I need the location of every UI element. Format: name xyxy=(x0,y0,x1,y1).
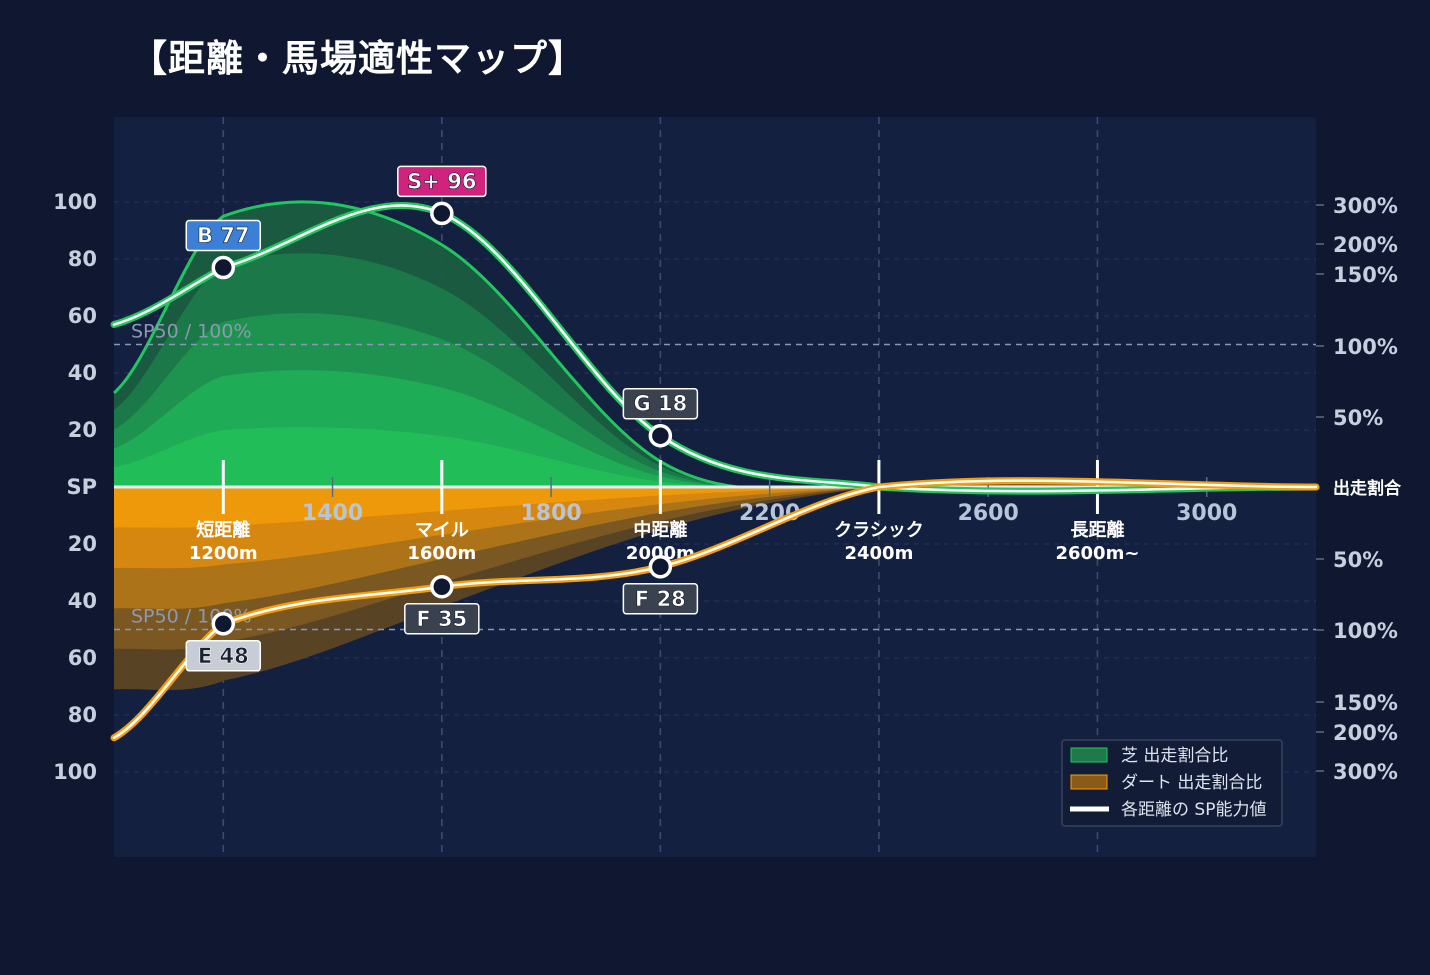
legend-label: ダート 出走割合比 xyxy=(1121,773,1262,793)
category-name: 短距離 xyxy=(196,519,250,541)
right-tick-label: 50% xyxy=(1333,406,1383,430)
dirt-ratio-band xyxy=(114,486,1316,528)
grade-badge xyxy=(397,165,487,198)
y-tick-label: 40 xyxy=(68,361,97,385)
reference-lines: SP50 / 100%SP50 / 100% xyxy=(114,321,1316,631)
sp-point-marker xyxy=(648,555,673,579)
category-range: 2600m~ xyxy=(1055,543,1139,564)
right-axis-label: 出走割合 xyxy=(1333,478,1402,499)
turf-area-group xyxy=(113,200,1317,491)
category-range: 1200m xyxy=(189,543,258,564)
y-axis-right: 300% 200% 150% 100% 50% 50% 100% 150% 200% 300% 出走… xyxy=(1316,194,1402,784)
dirt-sp-point: F 35 xyxy=(404,575,480,635)
right-tick-label: 300% xyxy=(1333,194,1398,218)
grade-badge-label: F 28 xyxy=(635,587,686,611)
grade-badge xyxy=(622,387,699,420)
grade-badge-label: B 77 xyxy=(197,224,250,248)
category-name: マイル xyxy=(415,520,469,541)
right-tick-label: 100% xyxy=(1333,619,1398,643)
y-tick-label: 80 xyxy=(68,703,97,727)
sp-point-marker xyxy=(430,575,454,599)
right-tick-label: 100% xyxy=(1333,335,1398,359)
y-tick-label: SP xyxy=(66,475,97,499)
y-tick-label: 100 xyxy=(53,760,97,784)
grade-badge-label: S+ 96 xyxy=(407,169,476,193)
legend-label: 各距離の SP能力値 xyxy=(1121,800,1266,820)
grade-badge xyxy=(622,583,699,615)
right-tick-label: 150% xyxy=(1333,691,1398,715)
sp-point-marker xyxy=(648,423,673,448)
sp-point-marker xyxy=(211,612,236,636)
chart-title: 【距離・馬場適性マップ】 xyxy=(130,37,586,80)
y-tick-label: 60 xyxy=(68,304,97,328)
x-tick-label: 3000 xyxy=(1176,501,1237,526)
turf-ratio-band xyxy=(114,427,1316,488)
y-tick-label: 60 xyxy=(68,646,97,670)
grade-badge-label: E 48 xyxy=(198,644,249,668)
legend-swatch xyxy=(1070,774,1108,790)
sp50-label: SP50 / 100% xyxy=(131,321,252,343)
grade-badge xyxy=(404,603,480,635)
y-tick-label: 100 xyxy=(53,190,97,214)
category-labels: 短距離1200mマイル1600m中距離2000mクラシック2400m長距離260… xyxy=(189,460,1139,564)
right-tick-label: 200% xyxy=(1333,721,1398,745)
y-tick-label: 80 xyxy=(68,247,97,271)
right-tick-label: 50% xyxy=(1333,548,1383,572)
sp-point-marker xyxy=(211,255,236,280)
grade-badge xyxy=(185,640,262,672)
x-tick-label: 1800 xyxy=(520,501,581,526)
dirt-sp-point: F 28 xyxy=(622,555,699,615)
x-tick-label: 2600 xyxy=(958,501,1019,526)
right-tick-label: 150% xyxy=(1333,263,1398,287)
turf-sp-point: B 77 xyxy=(185,219,262,280)
y-tick-label: 20 xyxy=(68,532,97,556)
sp-point-marker xyxy=(430,201,454,226)
turf-sp-point: G 18 xyxy=(622,387,699,448)
legend-label: 芝 出走割合比 xyxy=(1121,746,1228,766)
turf-sp-point: S+ 96 xyxy=(397,165,487,226)
grade-badge-label: G 18 xyxy=(633,392,687,416)
x-tick-label: 1400 xyxy=(302,501,363,526)
right-tick-label: 200% xyxy=(1333,233,1398,257)
grade-badge xyxy=(185,219,262,252)
category-range: 2400m xyxy=(844,543,913,564)
y-tick-label: 20 xyxy=(68,418,97,442)
category-range: 1600m xyxy=(407,543,476,564)
y-tick-label: 40 xyxy=(68,589,97,613)
y-axis-left: 100 80 60 40 20 SP 20 40 60 80 100 xyxy=(53,190,97,784)
legend-box xyxy=(1061,739,1283,827)
category-name: 中距離 xyxy=(633,519,687,541)
legend-swatch xyxy=(1070,747,1108,763)
category-name: クラシック xyxy=(834,520,924,541)
dirt-area-group xyxy=(114,483,1316,691)
x-axis: 1400 1800 2200 2600 3000 xyxy=(302,477,1237,526)
dirt-sp-point: E 48 xyxy=(185,612,262,672)
grade-badge-label: F 35 xyxy=(416,607,467,631)
right-tick-label: 300% xyxy=(1333,760,1398,784)
category-name: 長距離 xyxy=(1070,519,1124,541)
